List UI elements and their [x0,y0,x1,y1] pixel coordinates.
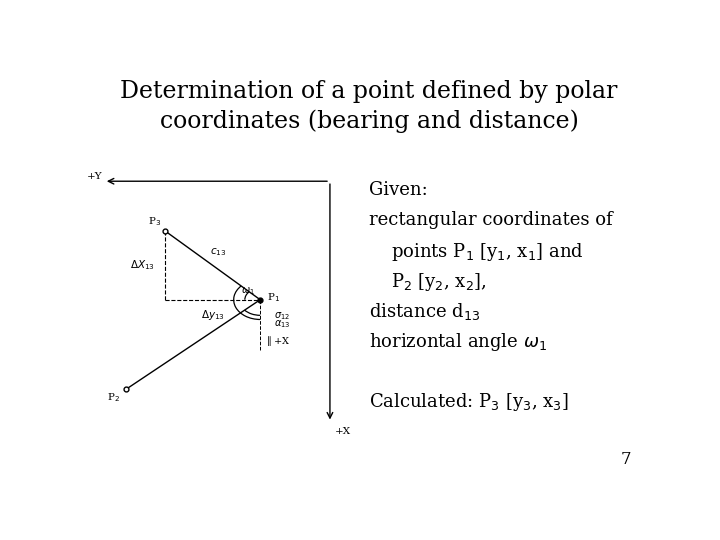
Text: Given:: Given: [369,181,428,199]
Text: points P$_1$ [y$_1$, x$_1$] and: points P$_1$ [y$_1$, x$_1$] and [392,241,584,263]
Text: P$_1$: P$_1$ [267,291,280,304]
Text: $\Delta y_{13}$: $\Delta y_{13}$ [201,308,225,322]
Text: P$_2$: P$_2$ [107,391,120,404]
Text: distance d$_{13}$: distance d$_{13}$ [369,301,480,322]
Text: 7: 7 [621,451,631,468]
Text: $c_{13}$: $c_{13}$ [210,246,227,258]
Text: P$_3$: P$_3$ [148,215,161,228]
Text: $\sigma_{12}$: $\sigma_{12}$ [274,310,290,322]
Text: +X: +X [334,427,351,436]
Text: horizontal angle $\omega_1$: horizontal angle $\omega_1$ [369,331,547,353]
Text: $\parallel$+X: $\parallel$+X [265,334,290,348]
Text: Determination of a point defined by polar: Determination of a point defined by pola… [120,80,618,103]
Text: rectangular coordinates of: rectangular coordinates of [369,211,613,229]
Text: +Y: +Y [86,172,102,181]
Text: $\omega_1$: $\omega_1$ [241,286,255,298]
Text: $\Delta X_{13}$: $\Delta X_{13}$ [130,259,156,272]
Text: $\alpha_{13}$: $\alpha_{13}$ [274,318,291,330]
Text: P$_2$ [y$_2$, x$_2$],: P$_2$ [y$_2$, x$_2$], [392,271,487,293]
Text: coordinates (bearing and distance): coordinates (bearing and distance) [160,109,578,133]
Text: Calculated: P$_3$ [y$_3$, x$_3$]: Calculated: P$_3$ [y$_3$, x$_3$] [369,391,569,413]
